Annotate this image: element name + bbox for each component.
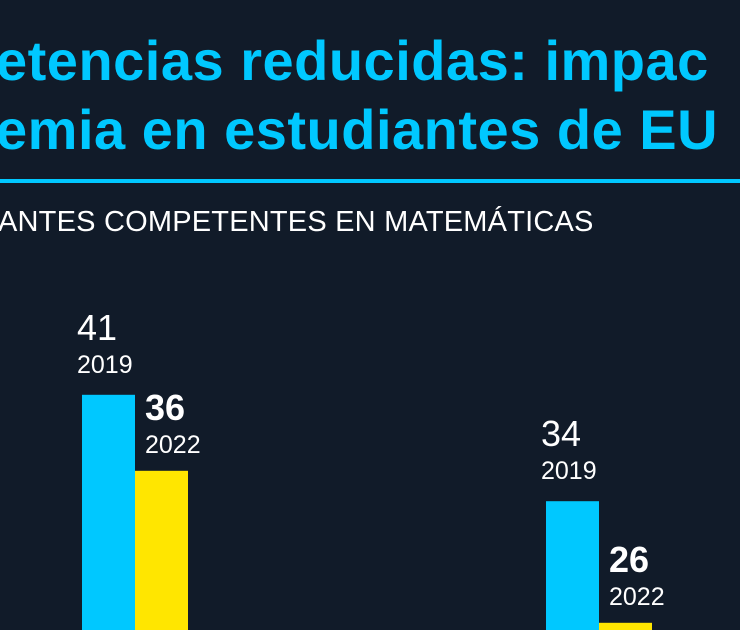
bar-2019-1 [82,394,135,630]
year-label: 2022 [145,430,201,459]
value-label: 26 [609,538,650,580]
value-label: 41 [77,306,118,348]
value-label: 34 [541,413,582,455]
chart-subtitle: ANTES COMPETENTES EN MATEMÁTICAS [0,206,594,238]
bar-2022-1 [135,470,188,630]
bar-2019-2 [546,501,599,630]
year-label: 2019 [77,350,133,379]
title-divider [0,179,740,183]
title-line-1: etencias reducidas: impac [0,29,709,92]
value-label: 36 [145,386,186,428]
year-label: 2022 [609,582,665,611]
year-label: 2019 [541,457,597,486]
bar-2022-2 [599,622,652,630]
title-line-2: emia en estudiantes de EU [0,98,719,161]
